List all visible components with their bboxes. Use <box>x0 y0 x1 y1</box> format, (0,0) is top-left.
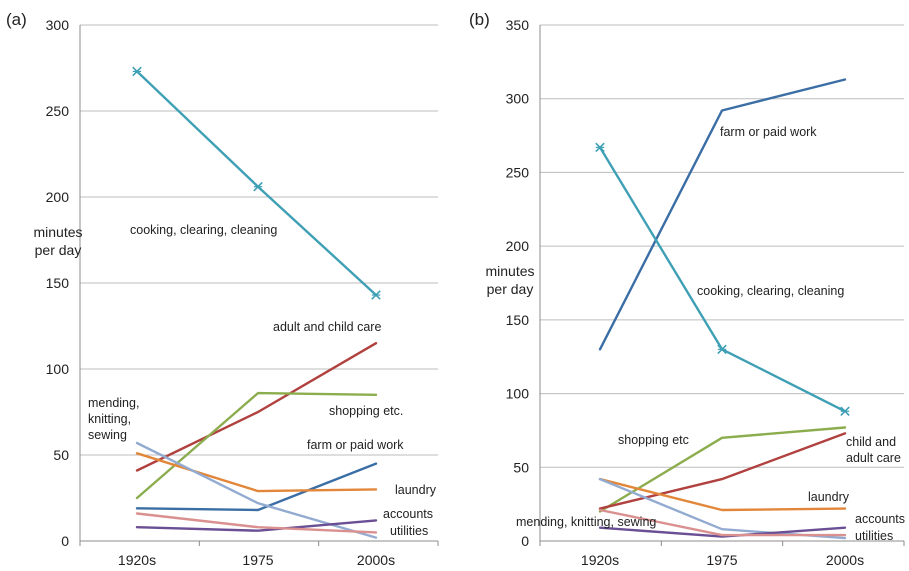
y-tick-label: 100 <box>46 361 70 377</box>
y-tick-label: 350 <box>506 17 530 33</box>
y-axis-title: minutes per day <box>33 224 82 258</box>
series-annotation-line: utilities <box>390 524 428 538</box>
data-point-cooking <box>840 406 850 417</box>
series-annotation-line: adult and child care <box>273 320 381 334</box>
y-tick-label: 100 <box>506 386 530 402</box>
series-annotation-line: farm or paid work <box>307 438 404 452</box>
series-line-mending <box>135 441 378 539</box>
series-annotation-line: accounts <box>383 507 433 521</box>
series-annotation-line: shopping etc. <box>329 404 403 418</box>
series-annotation-line: cooking, clearing, cleaning <box>130 223 277 237</box>
x-tick-label: 1975 <box>706 552 737 568</box>
series-annotation: mending, knitting, sewing <box>88 396 139 442</box>
series-line-utilities <box>135 512 378 534</box>
y-tick-label: 150 <box>506 312 530 328</box>
x-tick-label: 2000s <box>826 552 864 568</box>
x-tick-label: 1920s <box>118 552 156 568</box>
series-line-cooking <box>135 70 378 297</box>
series-annotation-line: farm or paid work <box>720 125 817 139</box>
x-tick-label: 2000s <box>357 552 395 568</box>
series-annotation: cooking, clearing, cleaning <box>697 284 844 298</box>
series-annotation: child and adult care <box>846 435 901 465</box>
x-tick-label: 1920s <box>581 552 619 568</box>
y-tick-label: 150 <box>46 275 70 291</box>
y-tick-label: 250 <box>46 103 70 119</box>
series-annotation-line: cooking, clearing, cleaning <box>697 284 844 298</box>
y-tick-label: 200 <box>46 189 70 205</box>
series-line-care <box>135 342 378 472</box>
y-tick-label: 50 <box>513 459 529 475</box>
series-line-laundry <box>135 452 378 493</box>
data-point-cooking <box>717 344 727 355</box>
series-annotation-line: laundry <box>808 490 850 504</box>
data-point-cooking <box>595 142 605 153</box>
series-annotation-line: accounts <box>855 512 905 526</box>
y-axis-title-line: per day <box>35 242 82 258</box>
series-annotation: shopping etc <box>618 433 689 447</box>
y-tick-label: 300 <box>46 17 70 33</box>
series-line-care <box>598 432 847 510</box>
y-tick-label: 50 <box>53 447 69 463</box>
series-annotation-line: mending, knitting, sewing <box>516 515 656 529</box>
series-annotation-line: mending, <box>88 396 139 410</box>
series-annotation: farm or paid work <box>720 125 817 139</box>
panel-a: 0 50 100 150 200 250 300 1920s 1975 2000s (a) minut… <box>6 10 439 568</box>
series-annotation: adult and child care <box>273 320 381 334</box>
series-line-farm <box>135 462 378 512</box>
x-tick-label: 1975 <box>242 552 273 568</box>
data-point-cooking <box>132 66 142 77</box>
y-axis-title-line: minutes <box>33 224 82 240</box>
series-line-accounts <box>135 519 378 532</box>
series-annotation-line: child and <box>846 435 896 449</box>
y-axis-title-line: minutes <box>485 263 534 279</box>
series-annotation-line: knitting, <box>88 412 131 426</box>
y-tick-label: 200 <box>506 238 530 254</box>
y-tick-label: 300 <box>506 91 530 107</box>
panel-label: (a) <box>6 10 27 29</box>
series-annotation: shopping etc. <box>329 404 403 418</box>
panel-label: (b) <box>469 10 490 29</box>
series-line-laundry <box>598 477 847 512</box>
series-annotation-line: laundry <box>395 483 437 497</box>
series-annotation: accounts <box>383 507 433 521</box>
y-axis-title: minutes per day <box>485 263 534 297</box>
series-annotation: utilities <box>390 524 428 538</box>
series-annotation-line: sewing <box>88 428 127 442</box>
series-annotation: laundry <box>808 490 850 504</box>
y-tick-label: 250 <box>506 164 530 180</box>
y-tick-label: 0 <box>521 533 529 549</box>
series-annotation: mending, knitting, sewing <box>516 515 656 529</box>
series-annotation-line: utilities <box>855 529 893 543</box>
series-line-shopping <box>598 426 847 513</box>
panel-b: 0 50 100 150 200 250 300 350 1920s 1975 2000s (b) mi… <box>469 10 905 568</box>
data-point-cooking <box>253 181 263 192</box>
series-annotation-line: adult care <box>846 451 901 465</box>
series-annotation: accounts <box>855 512 905 526</box>
series-annotation: farm or paid work <box>307 438 404 452</box>
data-point-cooking <box>371 290 381 300</box>
series-line-utilities <box>598 508 847 537</box>
series-annotation: laundry <box>395 483 437 497</box>
y-tick-label: 0 <box>61 533 69 549</box>
series-line-farm <box>598 78 847 351</box>
series-annotation: cooking, clearing, cleaning <box>130 223 277 237</box>
series-line-accounts <box>598 526 847 538</box>
series-annotation: utilities <box>855 529 893 543</box>
series-annotation-line: shopping etc <box>618 433 689 447</box>
y-axis-title-line: per day <box>487 281 534 297</box>
